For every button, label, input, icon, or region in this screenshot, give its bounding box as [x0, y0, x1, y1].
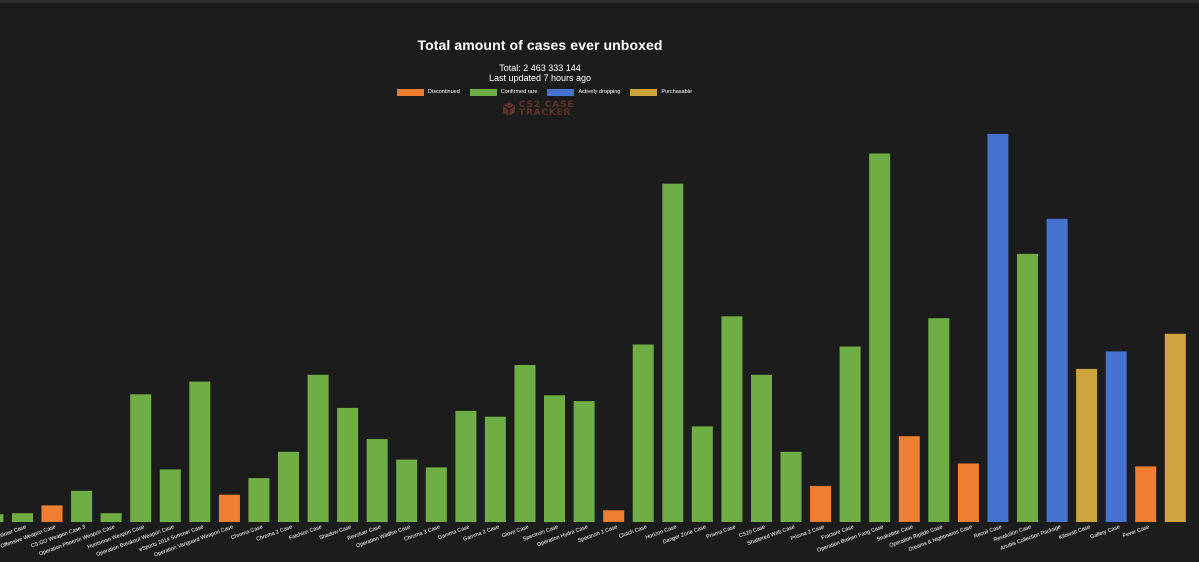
- bar[interactable]: [189, 381, 211, 522]
- bar[interactable]: [0, 514, 4, 522]
- bar[interactable]: [130, 394, 152, 522]
- bar[interactable]: [1105, 351, 1127, 522]
- bar[interactable]: [721, 316, 743, 522]
- bar[interactable]: [218, 494, 240, 522]
- bar[interactable]: [1046, 218, 1068, 523]
- bar[interactable]: [1017, 253, 1038, 522]
- top-border: [0, 0, 1199, 3]
- x-tick-label: Falchion Case: [288, 524, 322, 541]
- bar[interactable]: [898, 436, 920, 522]
- x-tick-label: Prisma 2 Case: [790, 524, 825, 542]
- bar[interactable]: [1076, 368, 1098, 522]
- bar[interactable]: [751, 374, 772, 522]
- legend-label: Discontinued: [428, 88, 460, 95]
- bar[interactable]: [337, 407, 359, 522]
- x-tick-label: Gallery Case: [1090, 524, 1121, 540]
- bar[interactable]: [307, 374, 329, 522]
- watermark-text: CS2 CASE TRACKER: [519, 100, 575, 118]
- bar[interactable]: [396, 459, 418, 522]
- bar[interactable]: [662, 183, 684, 522]
- bar[interactable]: [514, 365, 536, 522]
- legend-swatch: [630, 88, 658, 96]
- watermark-logo: CS2 CASE TRACKER: [502, 100, 575, 118]
- total-count: Total: 2 463 333 144: [499, 63, 581, 73]
- chart-title: Total amount of cases ever unboxed: [417, 37, 663, 53]
- bar[interactable]: [839, 346, 861, 523]
- legend-item-actively-dropping[interactable]: Actively dropping: [547, 88, 621, 96]
- bar[interactable]: [425, 467, 447, 522]
- bar[interactable]: [1135, 466, 1157, 522]
- legend-item-discontinued[interactable]: Discontinued: [397, 88, 460, 96]
- bar[interactable]: [928, 318, 950, 522]
- bar[interactable]: [248, 478, 270, 522]
- x-tick-label: Prisma Case: [706, 524, 737, 540]
- legend-item-confirmed-rare[interactable]: Confirmed rare: [469, 88, 538, 96]
- chart-legend: Discontinued Confirmed rare Actively dro…: [397, 87, 702, 97]
- bar[interactable]: [603, 510, 625, 522]
- x-tick-label: Clutch Case: [618, 524, 648, 540]
- legend-swatch: [469, 88, 497, 96]
- legend-label: Purchasable: [661, 88, 692, 95]
- bar[interactable]: [573, 401, 595, 522]
- bar[interactable]: [455, 410, 477, 522]
- crate-icon: [502, 102, 516, 116]
- bar[interactable]: [1164, 333, 1186, 522]
- bar[interactable]: [780, 451, 802, 522]
- bar[interactable]: [71, 490, 93, 522]
- bar[interactable]: [41, 505, 63, 522]
- bar[interactable]: [100, 513, 122, 522]
- legend-label: Confirmed rare: [500, 88, 538, 95]
- bar[interactable]: [544, 395, 565, 523]
- legend-item-purchasable[interactable]: Purchasable: [630, 88, 692, 96]
- x-tick-label: Kilowatt Case: [1058, 524, 1091, 541]
- bar[interactable]: [869, 153, 891, 523]
- bar[interactable]: [366, 439, 388, 522]
- bar[interactable]: [278, 451, 299, 522]
- legend-swatch: [397, 88, 424, 96]
- bar[interactable]: [12, 513, 33, 522]
- bar[interactable]: [810, 485, 832, 522]
- bar[interactable]: [691, 426, 713, 522]
- bar[interactable]: [632, 344, 654, 523]
- x-tick-label: Fever Case: [1122, 524, 1150, 539]
- bar[interactable]: [957, 463, 979, 523]
- last-updated: Last updated 7 hours ago: [488, 73, 592, 83]
- bar[interactable]: [159, 469, 181, 523]
- bar[interactable]: [484, 416, 506, 522]
- legend-label: Actively dropping: [578, 88, 621, 95]
- bar[interactable]: [987, 133, 1009, 522]
- legend-swatch: [547, 88, 575, 96]
